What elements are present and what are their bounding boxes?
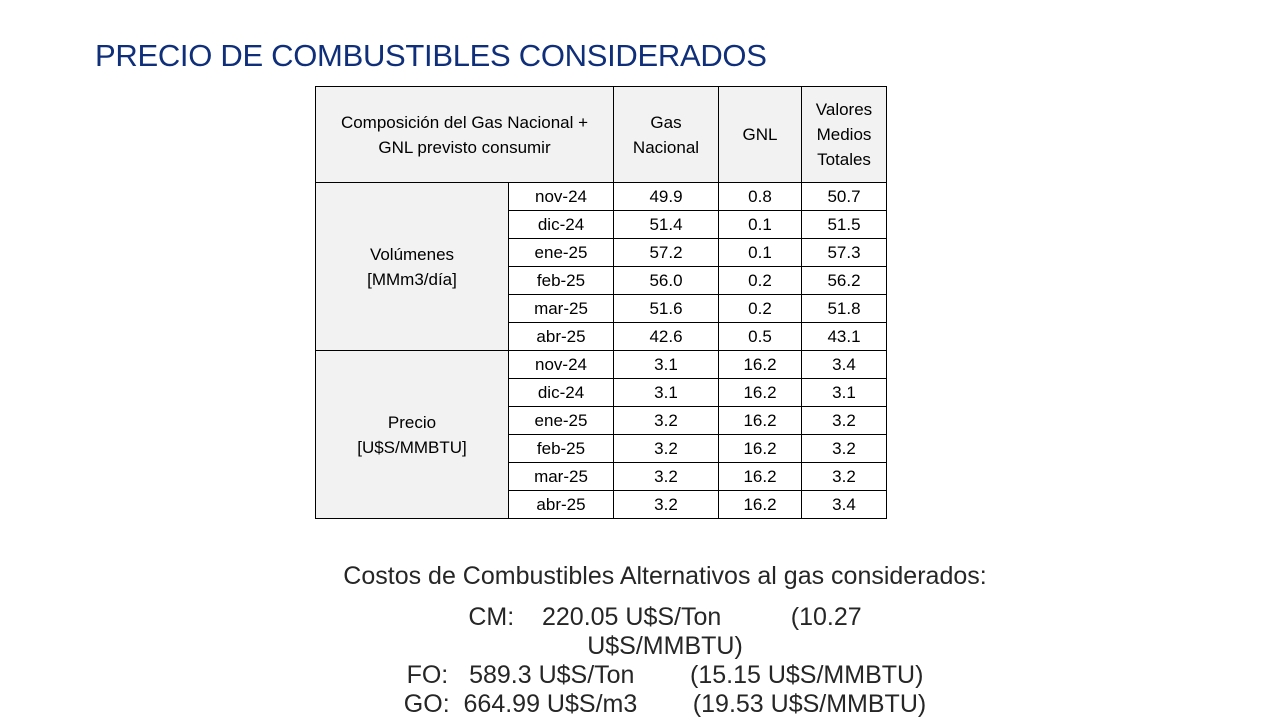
cell-gas: 56.0	[613, 266, 719, 295]
cell-month: nov-24	[508, 182, 614, 211]
cell-gnl: 0.1	[718, 210, 802, 239]
cell-month: feb-25	[508, 434, 614, 463]
cell-gnl: 0.2	[718, 266, 802, 295]
cell-month: abr-25	[508, 490, 614, 519]
table-row: ene-25 3.2 16.2 3.2	[316, 406, 887, 435]
cell-gas: 57.2	[613, 238, 719, 267]
table-row: feb-25 56.0 0.2 56.2	[316, 266, 887, 295]
cell-total: 3.4	[801, 350, 887, 379]
table-row: abr-25 3.2 16.2 3.4	[316, 490, 887, 519]
cell-gas: 3.2	[613, 406, 719, 435]
cell-total: 3.4	[801, 490, 887, 519]
cell-gnl: 16.2	[718, 434, 802, 463]
cell-month: ene-25	[508, 238, 614, 267]
cell-gnl: 16.2	[718, 378, 802, 407]
cell-gas: 3.1	[613, 378, 719, 407]
cell-gnl: 16.2	[718, 406, 802, 435]
cell-gnl: 16.2	[718, 350, 802, 379]
cell-gnl: 0.8	[718, 182, 802, 211]
header-gnl: GNL	[718, 86, 802, 183]
cell-gas: 3.2	[613, 462, 719, 491]
cost-line-go: GO: 664.99 U$S/m3 (19.53 U$S/MMBTU)	[403, 690, 927, 718]
cell-gnl: 0.5	[718, 322, 802, 351]
cell-month: ene-25	[508, 406, 614, 435]
cell-total: 57.3	[801, 238, 887, 267]
table-row: Volúmenes [MMm3/día] nov-24 49.9 0.8 50.7	[315, 182, 887, 351]
table-row: dic-24 51.4 0.1 51.5	[316, 210, 887, 239]
group-label: Precio [U$S/MMBTU]	[315, 350, 509, 519]
table-row: mar-25 51.6 0.2 51.8	[316, 294, 887, 323]
cell-month: dic-24	[508, 378, 614, 407]
cell-total: 50.7	[801, 182, 887, 211]
cell-month: feb-25	[508, 266, 614, 295]
cell-gnl: 0.1	[718, 238, 802, 267]
cell-total: 3.2	[801, 462, 887, 491]
cell-total: 3.2	[801, 434, 887, 463]
cell-month: abr-25	[508, 322, 614, 351]
cell-gas: 3.2	[613, 434, 719, 463]
table-row: Precio [U$S/MMBTU] nov-24 3.1 16.2 3.4	[315, 350, 887, 519]
cost-line-cm-unit: U$S/MMBTU)	[587, 632, 743, 660]
slide-title: PRECIO DE COMBUSTIBLES CONSIDERADOS	[95, 38, 767, 73]
cell-total: 3.1	[801, 378, 887, 407]
group-label: Volúmenes [MMm3/día]	[315, 182, 509, 351]
cell-gas: 3.1	[613, 350, 719, 379]
cell-gas: 51.4	[613, 210, 719, 239]
cell-gas: 51.6	[613, 294, 719, 323]
table-row: abr-25 42.6 0.5 43.1	[316, 322, 887, 351]
fuel-price-table: Composición del Gas Nacional + GNL previ…	[315, 86, 887, 519]
header-valores-medios-totales: Valores Medios Totales	[801, 86, 887, 183]
header-composition: Composición del Gas Nacional + GNL previ…	[315, 86, 614, 183]
alternative-fuel-costs: Costos de Combustibles Alternativos al g…	[200, 562, 1130, 719]
cell-total: 43.1	[801, 322, 887, 351]
cell-gnl: 16.2	[718, 462, 802, 491]
cost-line-cm: CM: 220.05 U$S/Ton (10.27	[468, 603, 862, 631]
cell-total: 3.2	[801, 406, 887, 435]
table-header-row: Composición del Gas Nacional + GNL previ…	[315, 86, 887, 183]
table-row: feb-25 3.2 16.2 3.2	[316, 434, 887, 463]
cell-gas: 42.6	[613, 322, 719, 351]
cell-month: nov-24	[508, 350, 614, 379]
cell-total: 56.2	[801, 266, 887, 295]
cell-total: 51.8	[801, 294, 887, 323]
cell-gnl: 0.2	[718, 294, 802, 323]
cell-month: dic-24	[508, 210, 614, 239]
fuel-table-body: Composición del Gas Nacional + GNL previ…	[315, 86, 887, 519]
cell-month: mar-25	[508, 294, 614, 323]
cell-month: mar-25	[508, 462, 614, 491]
cell-gas: 3.2	[613, 490, 719, 519]
header-gas-nacional: Gas Nacional	[613, 86, 719, 183]
costs-heading: Costos de Combustibles Alternativos al g…	[343, 562, 987, 590]
cell-gas: 49.9	[613, 182, 719, 211]
cost-line-fo: FO: 589.3 U$S/Ton (15.15 U$S/MMBTU)	[406, 661, 924, 689]
cell-total: 51.5	[801, 210, 887, 239]
cell-gnl: 16.2	[718, 490, 802, 519]
table-row: dic-24 3.1 16.2 3.1	[316, 378, 887, 407]
table-row: ene-25 57.2 0.1 57.3	[316, 238, 887, 267]
